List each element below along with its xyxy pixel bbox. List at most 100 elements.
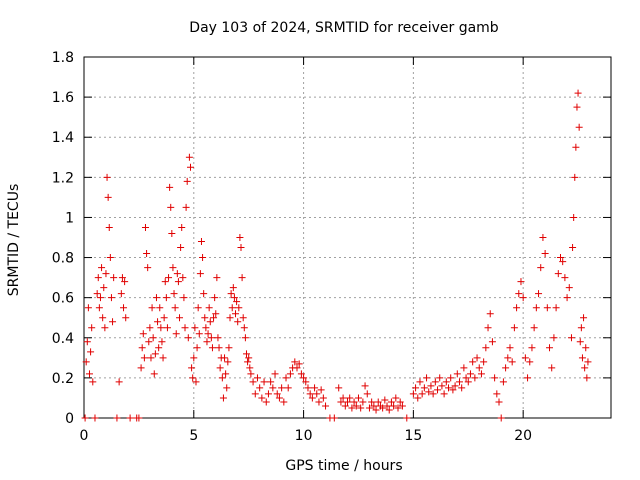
data-point [491,374,499,382]
data-point [528,344,536,352]
data-point [229,284,237,292]
data-point [341,402,349,410]
data-point [370,402,378,410]
data-point [184,334,192,342]
data-point [205,304,213,312]
data-point [293,364,301,372]
data-point [239,314,247,322]
data-point [359,398,367,406]
data-point [185,153,193,161]
data-point [96,294,104,302]
data-point [348,404,356,412]
data-point [429,390,437,398]
data-point [480,358,488,366]
data-point [390,402,398,410]
data-point [242,350,250,358]
y-tick-label: 1.2 [52,170,74,186]
data-points [81,89,592,422]
data-point [394,404,402,412]
data-point [158,338,166,346]
data-point [275,394,283,402]
plot-frame [83,56,612,419]
data-point [241,334,249,342]
data-point [535,290,543,298]
data-point [484,324,492,332]
data-point [176,314,184,322]
data-point [167,203,175,211]
data-point [398,402,406,410]
data-point [225,344,233,352]
data-point [449,386,457,394]
data-point [163,324,171,332]
data-point [521,354,529,362]
data-point [200,290,208,298]
x-tick-label: 15 [404,428,422,444]
data-point [571,173,579,181]
data-point [513,304,521,312]
data-point [322,402,330,410]
data-point [379,404,387,412]
data-point [148,304,156,312]
data-point [214,334,222,342]
data-point [302,378,310,386]
data-point [396,398,404,406]
data-point [91,414,99,422]
data-point [152,294,160,302]
data-point [282,374,290,382]
data-point [102,270,110,278]
data-point [524,374,532,382]
data-point [462,374,470,382]
data-point [186,163,194,171]
data-point [475,364,483,372]
data-point [201,314,209,322]
data-point [550,334,558,342]
data-point [160,314,168,322]
data-point [234,318,242,326]
data-point [297,370,305,378]
data-point [213,274,221,282]
data-point [352,402,360,410]
data-point [192,378,200,386]
data-point [387,398,395,406]
data-point [569,244,577,252]
data-point [144,264,152,272]
data-point [157,324,165,332]
y-axis-label: SRMTID / TECUs [6,184,22,297]
data-point [105,223,113,231]
data-point [174,278,182,286]
data-point [253,374,261,382]
data-point [582,344,590,352]
data-point [258,394,266,402]
data-point [218,374,226,382]
axis-ticks: 0 0.2 0.4 0.6 0.8 1 1.2 1.4 1.6 1.8 0 5 10 15 20 [52,50,611,444]
data-point [539,234,547,241]
data-point [466,370,474,378]
data-point [455,378,463,386]
data-point [306,390,314,398]
data-point [295,360,303,368]
y-tick-label: 1.6 [52,90,74,106]
data-point [361,382,369,390]
data-point [232,310,240,318]
data-point [477,370,485,378]
data-point [517,278,525,286]
data-point [445,384,453,392]
data-point [460,364,468,372]
y-tick-label: 1 [65,210,74,226]
data-point [464,378,472,386]
data-point [453,370,461,378]
data-point [315,398,323,406]
data-point [109,318,117,326]
data-point [311,384,319,392]
data-point [337,398,345,406]
data-point [169,264,177,272]
data-point [236,234,244,241]
data-point [151,350,159,358]
data-point [140,354,148,362]
data-point [319,394,327,402]
data-point [197,238,205,246]
data-point [118,274,126,282]
data-point [502,364,510,372]
data-point [182,203,190,211]
data-point [141,223,149,231]
